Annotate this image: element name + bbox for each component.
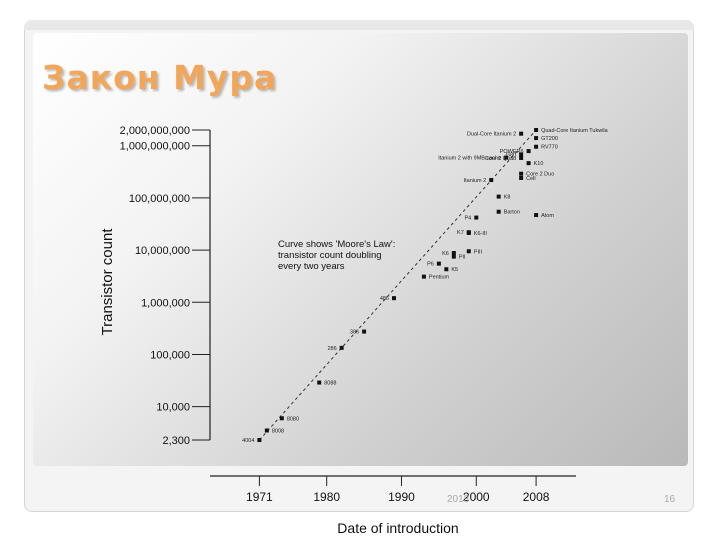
data-point-label: K10 — [534, 161, 544, 167]
data-point-label: Core 2 Duo — [526, 172, 554, 178]
x-tick-label: 1990 — [388, 490, 415, 504]
data-point-label: Dual-Core Itanium 2 — [467, 132, 516, 138]
data-point — [392, 296, 396, 301]
data-point — [257, 438, 262, 442]
data-point — [451, 254, 456, 259]
data-point-label: RV770 — [541, 145, 558, 151]
data-point-label: Cell — [526, 176, 535, 182]
y-tick-label: 10,000,000 — [135, 245, 190, 257]
data-point — [534, 136, 539, 141]
data-point-label: 386 — [350, 330, 359, 336]
slide-top-bar — [24, 20, 694, 30]
data-point — [526, 161, 531, 166]
trend-annotation-line: Curve shows 'Moore's Law': — [278, 239, 395, 250]
data-point-label: PII — [459, 255, 466, 261]
y-axis-title: Transistor count — [99, 228, 116, 336]
data-point-label: K5 — [451, 267, 458, 273]
data-point-label: P4 — [465, 216, 472, 222]
y-tick-label: 100,000,000 — [129, 193, 190, 205]
x-tick-label: 1971 — [246, 490, 273, 504]
data-point — [519, 175, 524, 180]
y-tick-label: 100,000 — [150, 349, 190, 361]
data-point — [496, 209, 501, 214]
data-point — [264, 428, 269, 433]
data-point-label: Pentium — [429, 275, 450, 281]
slide-title: Закон Мура — [42, 58, 278, 97]
trend-line — [259, 129, 537, 441]
data-point-label: 8088 — [324, 381, 336, 387]
data-point — [466, 249, 471, 254]
data-point-label: Barton — [504, 210, 520, 216]
y-tick-label: 1,000,000,000 — [120, 141, 190, 153]
footer-date: 2013 — [447, 494, 470, 505]
data-point — [519, 155, 524, 160]
data-point-label: K8 — [504, 195, 511, 201]
trend-annotation-line: transistor count doubling — [278, 250, 382, 261]
data-point-label: P6 — [427, 262, 434, 268]
data-point — [519, 131, 524, 136]
data-point-label: PIII — [474, 249, 483, 255]
content-panel — [33, 33, 688, 466]
data-point — [534, 128, 539, 132]
data-point-label: 4004 — [242, 438, 254, 444]
y-tick-label: 10,000 — [156, 402, 190, 414]
data-point-label: Itanium 2 — [464, 178, 487, 184]
x-tick-label: 2008 — [523, 490, 550, 504]
x-tick-label: 1980 — [313, 490, 340, 504]
data-point — [474, 215, 479, 220]
page-number: 16 — [664, 494, 676, 505]
y-tick-label: 2,300 — [162, 435, 190, 447]
data-point — [504, 155, 509, 160]
data-point — [279, 416, 284, 421]
y-tick-label: 1,000,000 — [141, 297, 190, 309]
data-point-label: Itanium 2 with 9MB cache — [438, 156, 501, 162]
x-axis-title: Date of introduction — [337, 520, 458, 536]
data-point — [534, 213, 539, 218]
y-tick-label: 2,000,000,000 — [120, 125, 190, 137]
data-point-label: K7 — [457, 230, 464, 236]
data-point — [466, 230, 471, 235]
data-point-label: 8008 — [272, 428, 284, 434]
data-point-label: GT200 — [541, 136, 558, 142]
data-point — [489, 178, 494, 183]
data-point-label: Quad-Core Itanium Tukwila — [541, 128, 609, 134]
data-point-label: 286 — [327, 346, 336, 352]
data-point-label: Atom — [541, 213, 554, 219]
data-point — [534, 144, 539, 149]
data-point — [526, 149, 531, 154]
data-point — [496, 194, 501, 199]
data-point-label: K6-III — [474, 231, 488, 237]
data-point — [451, 250, 456, 255]
data-point-label: 486 — [380, 296, 389, 302]
data-point-label: POWER6 — [500, 149, 524, 155]
data-point-label: Core 2 Quad — [485, 156, 517, 162]
data-point — [317, 380, 322, 385]
data-point — [362, 329, 367, 334]
data-point — [436, 261, 441, 266]
data-point-label: G80 — [506, 152, 516, 158]
data-point — [519, 152, 524, 157]
data-point — [421, 274, 426, 279]
data-point — [339, 345, 344, 350]
data-point — [519, 171, 524, 176]
data-point — [444, 267, 449, 272]
trend-annotation-line: every two years — [278, 261, 345, 272]
data-point-label: K6 — [442, 251, 449, 257]
data-point-label: 8080 — [287, 416, 299, 422]
x-tick-label: 2000 — [463, 490, 490, 504]
